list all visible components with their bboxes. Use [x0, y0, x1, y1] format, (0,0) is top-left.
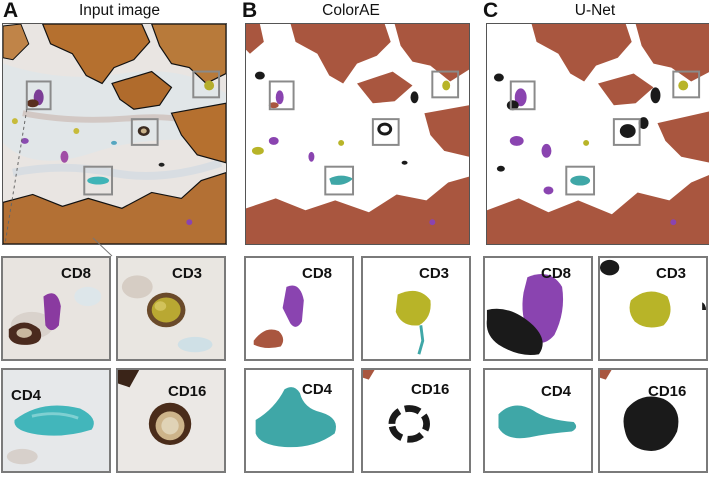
unet-main: [486, 23, 709, 245]
input-crop-cd16: CD16: [116, 368, 226, 473]
input-crop-cd3: CD3: [116, 256, 226, 361]
crop-label-cd8: CD8: [302, 265, 333, 282]
crop-label-cd16: CD16: [168, 383, 207, 400]
panel-letter-a: A: [3, 0, 19, 22]
panel-title-input-image: Input image: [79, 2, 160, 19]
input-crop-cd4: CD4: [1, 368, 111, 473]
crop-label-cd3: CD3: [172, 265, 203, 282]
panel-letter-b: B: [242, 0, 258, 22]
input-crop-cd8: CD8: [1, 256, 111, 361]
crop-label-cd8: CD8: [61, 265, 92, 282]
colorae-main: [245, 23, 470, 245]
unet-crop-cd16: CD16: [598, 368, 708, 473]
input-image-main: [2, 23, 227, 245]
colorae-crop-cd3: CD3: [361, 256, 471, 361]
crop-label-cd4: CD4: [11, 387, 42, 404]
colorae-crop-cd16: CD16: [361, 368, 471, 473]
panel-title-colorae: ColorAE: [322, 2, 380, 19]
crop-label-cd3: CD3: [419, 265, 450, 282]
colorae-crop-cd4: CD4: [244, 368, 354, 473]
input-image-tissue: [3, 24, 226, 244]
unet-crop-cd3: CD3: [598, 256, 708, 361]
unet-crop-cd4: CD4: [483, 368, 593, 473]
panel-letter-c: C: [483, 0, 499, 22]
crop-label-cd3: CD3: [656, 265, 687, 282]
crop-label-cd16: CD16: [411, 381, 450, 398]
crop-label-cd4: CD4: [302, 381, 333, 398]
unet-crop-cd8: CD8: [483, 256, 593, 361]
panel-title-unet: U-Net: [574, 2, 616, 19]
crop-label-cd16: CD16: [648, 383, 687, 400]
colorae-crop-cd8: CD8: [244, 256, 354, 361]
crop-label-cd4: CD4: [541, 383, 572, 400]
unet-segmentation: [487, 24, 709, 244]
crop-label-cd8: CD8: [541, 265, 572, 282]
colorae-segmentation: [246, 24, 469, 244]
